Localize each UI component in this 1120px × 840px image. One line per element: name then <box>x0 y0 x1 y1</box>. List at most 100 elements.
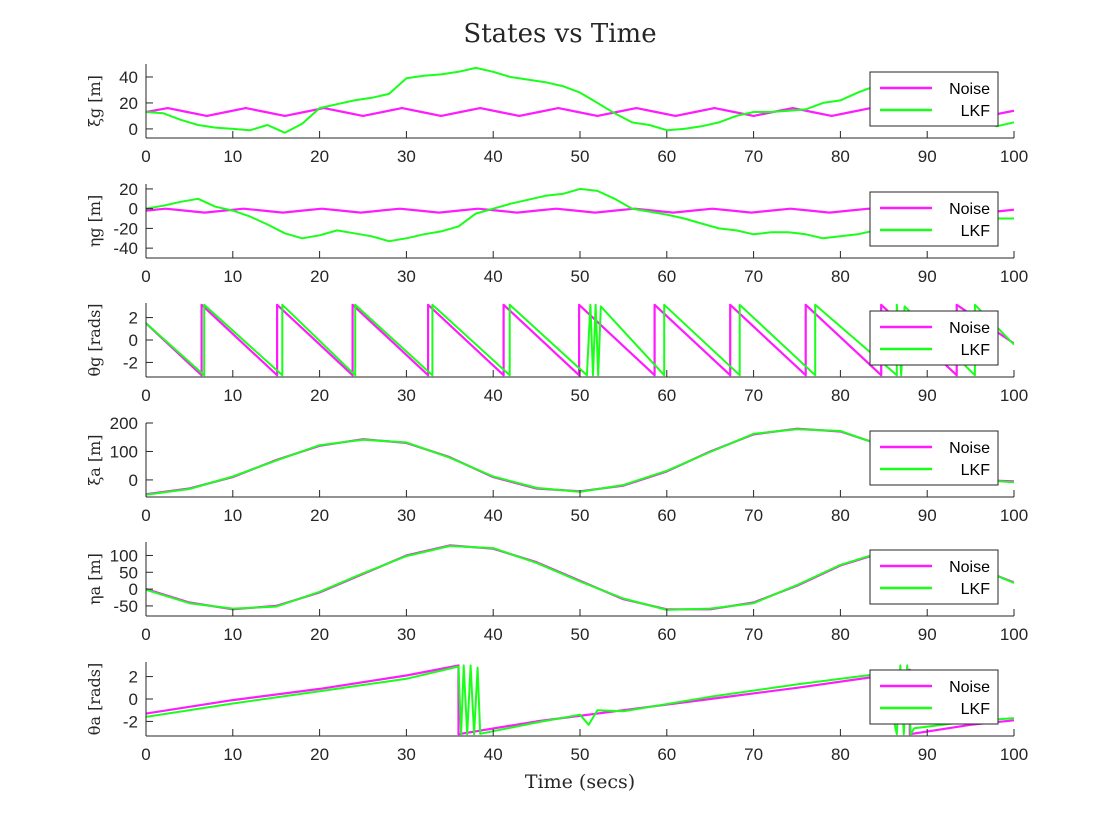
x-tick-label: 90 <box>918 506 937 525</box>
x-tick-label: 100 <box>1000 625 1028 644</box>
x-tick-label: 10 <box>223 506 242 525</box>
series-lkf-line <box>146 187 1014 243</box>
x-tick-label: 60 <box>657 386 676 405</box>
x-tick-label: 90 <box>918 147 937 166</box>
y-tick-label: 0 <box>129 120 138 139</box>
legend-label-noise: Noise <box>949 440 990 457</box>
x-tick-label: 50 <box>571 147 590 166</box>
y-tick-label: -50 <box>113 597 138 616</box>
y-axis-label: θa [rads] <box>85 663 104 735</box>
legend-box <box>869 669 999 725</box>
legend-label-lkf: LKF <box>961 462 991 479</box>
legend-box <box>869 549 999 605</box>
legend-box <box>869 310 999 366</box>
y-tick-label: 2 <box>129 668 138 687</box>
x-tick-label: 60 <box>657 745 676 764</box>
legend-label-noise: Noise <box>949 679 990 696</box>
x-tick-label: 30 <box>397 267 416 286</box>
y-tick-label: 50 <box>119 563 138 582</box>
x-tick-label: 0 <box>141 625 150 644</box>
x-tick-label: 0 <box>141 506 150 525</box>
legend: Noise LKF <box>869 549 999 605</box>
x-tick-label: 50 <box>571 745 590 764</box>
x-tick-label: 100 <box>1000 147 1028 166</box>
x-tick-label: 30 <box>397 147 416 166</box>
legend: Noise LKF <box>869 669 999 725</box>
legend-label-noise: Noise <box>949 81 990 98</box>
x-tick-label: 100 <box>1000 267 1028 286</box>
legend-label-noise: Noise <box>949 201 990 218</box>
legend: Noise LKF <box>869 191 999 247</box>
subplot-4: 0 10 20 30 40 50 60 70 80 90 100 0 100 200 ξa [m] Noise… <box>85 414 1028 525</box>
y-axis-label: ξg [m] <box>85 75 104 127</box>
legend-label-lkf: LKF <box>961 103 991 120</box>
y-tick-label: 200 <box>110 414 138 433</box>
y-tick-label: 20 <box>119 94 138 113</box>
x-tick-label: 20 <box>310 386 329 405</box>
y-tick-label: 0 <box>129 690 138 709</box>
x-tick-label: 80 <box>831 625 850 644</box>
x-tick-label: 70 <box>744 506 763 525</box>
x-tick-label: 50 <box>571 386 590 405</box>
x-tick-label: 30 <box>397 625 416 644</box>
x-tick-label: 20 <box>310 267 329 286</box>
x-tick-label: 30 <box>397 506 416 525</box>
x-tick-label: 50 <box>571 506 590 525</box>
legend: Noise LKF <box>869 71 999 127</box>
y-tick-label: 0 <box>129 331 138 350</box>
x-tick-label: 80 <box>831 147 850 166</box>
x-tick-label: 80 <box>831 506 850 525</box>
x-tick-label: 60 <box>657 147 676 166</box>
x-tick-label: 20 <box>310 147 329 166</box>
x-tick-label: 40 <box>484 745 503 764</box>
subplot-1: 0 10 20 30 40 50 60 70 80 90 100 0 20 40 ξg [m] Noise LK… <box>85 64 1028 166</box>
x-tick-label: 40 <box>484 386 503 405</box>
y-tick-label: 0 <box>129 471 138 490</box>
x-tick-label: 60 <box>657 267 676 286</box>
x-tick-label: 100 <box>1000 506 1028 525</box>
y-tick-label: 0 <box>129 580 138 599</box>
x-tick-label: 50 <box>571 625 590 644</box>
x-tick-label: 10 <box>223 625 242 644</box>
x-tick-label: 30 <box>397 745 416 764</box>
legend-label-lkf: LKF <box>961 223 991 240</box>
y-axis-label: ηg [m] <box>85 195 104 248</box>
x-tick-label: 20 <box>310 745 329 764</box>
y-tick-label: 2 <box>129 309 138 328</box>
x-tick-label: 70 <box>744 386 763 405</box>
x-tick-label: 40 <box>484 625 503 644</box>
x-tick-label: 70 <box>744 267 763 286</box>
y-tick-label: -40 <box>113 239 138 258</box>
x-tick-label: 0 <box>141 745 150 764</box>
x-tick-label: 50 <box>571 267 590 286</box>
y-tick-label: -2 <box>123 353 138 372</box>
x-tick-label: 0 <box>141 386 150 405</box>
y-axis-label: ηa [m] <box>85 553 104 605</box>
y-tick-label: 40 <box>119 68 138 87</box>
legend: Noise LKF <box>869 310 999 366</box>
y-tick-label: 100 <box>110 546 138 565</box>
figure-title: States vs Time <box>463 19 656 49</box>
x-tick-label: 70 <box>744 625 763 644</box>
x-tick-label: 20 <box>310 625 329 644</box>
x-tick-label: 20 <box>310 506 329 525</box>
subplot-5-lines <box>146 544 1014 611</box>
legend-box <box>869 191 999 247</box>
legend-box <box>869 430 999 486</box>
x-tick-label: 40 <box>484 267 503 286</box>
x-tick-label: 90 <box>918 625 937 644</box>
y-axis-label: θg [rads] <box>85 303 104 376</box>
x-tick-label: 40 <box>484 506 503 525</box>
x-tick-label: 10 <box>223 267 242 286</box>
legend-label-lkf: LKF <box>961 701 991 718</box>
series-lkf-line <box>146 66 1014 134</box>
x-tick-label: 90 <box>918 267 937 286</box>
x-tick-label: 100 <box>1000 386 1028 405</box>
legend-label-lkf: LKF <box>961 581 991 598</box>
x-tick-label: 60 <box>657 625 676 644</box>
legend-label-noise: Noise <box>949 320 990 337</box>
y-axis-label: ξa [m] <box>85 434 104 485</box>
